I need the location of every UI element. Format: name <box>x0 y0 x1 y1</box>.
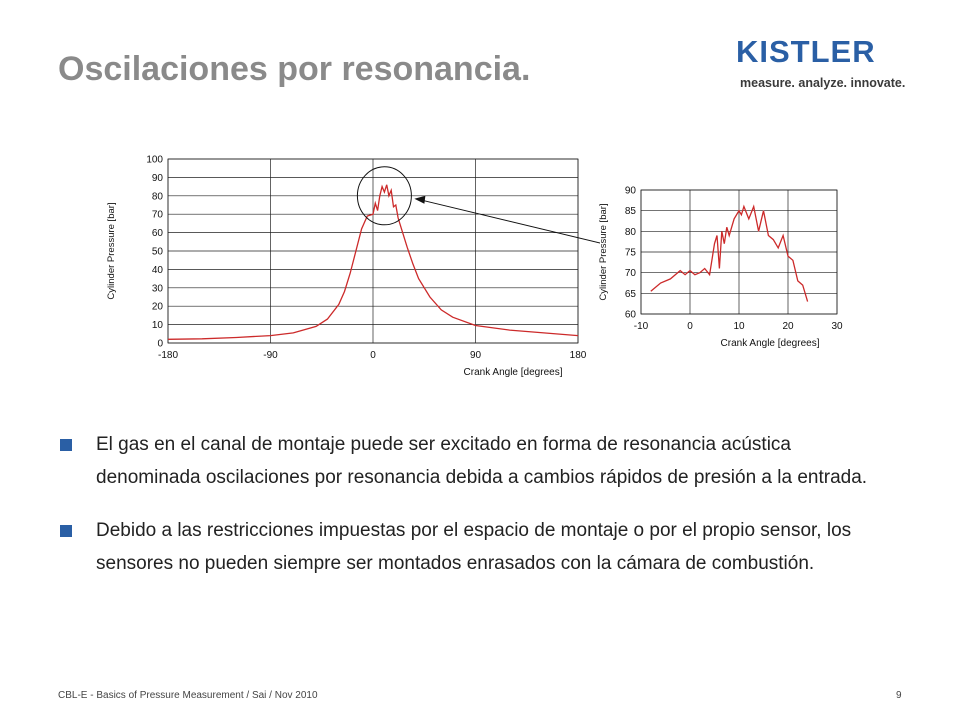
y-tick-label: 20 <box>152 302 164 313</box>
y-tick-label: 0 <box>157 339 163 350</box>
bullet-square-icon <box>60 525 72 537</box>
slide-title: Oscilaciones por resonancia. <box>58 50 531 88</box>
bullet-item: El gas en el canal de montaje puede ser … <box>56 428 896 494</box>
bullet-item: Debido a las restricciones impuestas por… <box>56 514 896 580</box>
x-tick-label: -10 <box>634 321 649 332</box>
x-tick-label: 30 <box>831 321 843 332</box>
x-tick-label: -180 <box>158 350 178 361</box>
y-tick-label: 85 <box>625 206 637 217</box>
y-tick-label: 60 <box>152 228 164 239</box>
y-axis-label: Cylinder Pressure [bar] <box>106 202 117 299</box>
x-tick-label: -90 <box>263 350 278 361</box>
logo-tagline: measure. analyze. innovate. <box>740 76 906 90</box>
y-tick-label: 40 <box>152 265 164 276</box>
pressure-curve <box>167 184 579 340</box>
y-tick-label: 65 <box>625 289 637 300</box>
y-tick-label: 90 <box>625 186 637 197</box>
logo-wordmark: KISTLER <box>736 34 876 69</box>
kistler-logo: KISTLER measure. analyze. innovate. <box>736 34 908 94</box>
annotation-arrow-line <box>422 199 600 244</box>
y-tick-label: 60 <box>625 310 637 321</box>
x-tick-label: 90 <box>470 350 482 361</box>
x-tick-label: 0 <box>687 321 693 332</box>
x-tick-label: 10 <box>733 321 745 332</box>
y-tick-label: 75 <box>625 248 637 259</box>
x-axis-label: Crank Angle [degrees] <box>721 338 820 349</box>
y-tick-label: 70 <box>625 268 637 279</box>
y-tick-label: 70 <box>152 210 164 221</box>
zoom-pressure-chart: 60 65 70 75 80 85 90 -10 0 10 20 30 Crank Angle [deg… <box>598 186 843 350</box>
plot-frame <box>640 189 838 315</box>
main-pressure-chart: 0 10 20 30 40 50 60 70 80 90 100 -180 -90 0 90 180 Crank… <box>106 155 600 378</box>
bullet-list: El gas en el canal de montaje puede ser … <box>56 428 896 600</box>
x-tick-label: 20 <box>782 321 794 332</box>
x-tick-label: 0 <box>370 350 376 361</box>
page-number: 9 <box>896 690 902 701</box>
y-axis-label: Cylinder Pressure [bar] <box>598 203 609 300</box>
annotation-arrowhead <box>414 195 426 204</box>
plot-frame <box>167 158 579 344</box>
x-tick-label: 180 <box>570 350 587 361</box>
y-tick-label: 10 <box>152 320 164 331</box>
bullet-square-icon <box>60 439 72 451</box>
y-tick-label: 90 <box>152 173 164 184</box>
bullet-text: El gas en el canal de montaje puede ser … <box>96 434 868 488</box>
bullet-text: Debido a las restricciones impuestas por… <box>96 520 852 574</box>
y-tick-label: 50 <box>152 247 164 258</box>
y-tick-label: 80 <box>625 227 637 238</box>
peak-highlight-circle <box>356 166 412 226</box>
y-tick-label: 100 <box>146 155 163 166</box>
x-axis-label: Crank Angle [degrees] <box>464 367 563 378</box>
y-tick-label: 80 <box>152 191 164 202</box>
footer-text: CBL-E - Basics of Pressure Measurement /… <box>58 690 318 701</box>
y-tick-label: 30 <box>152 283 164 294</box>
pressure-curve <box>650 204 809 302</box>
